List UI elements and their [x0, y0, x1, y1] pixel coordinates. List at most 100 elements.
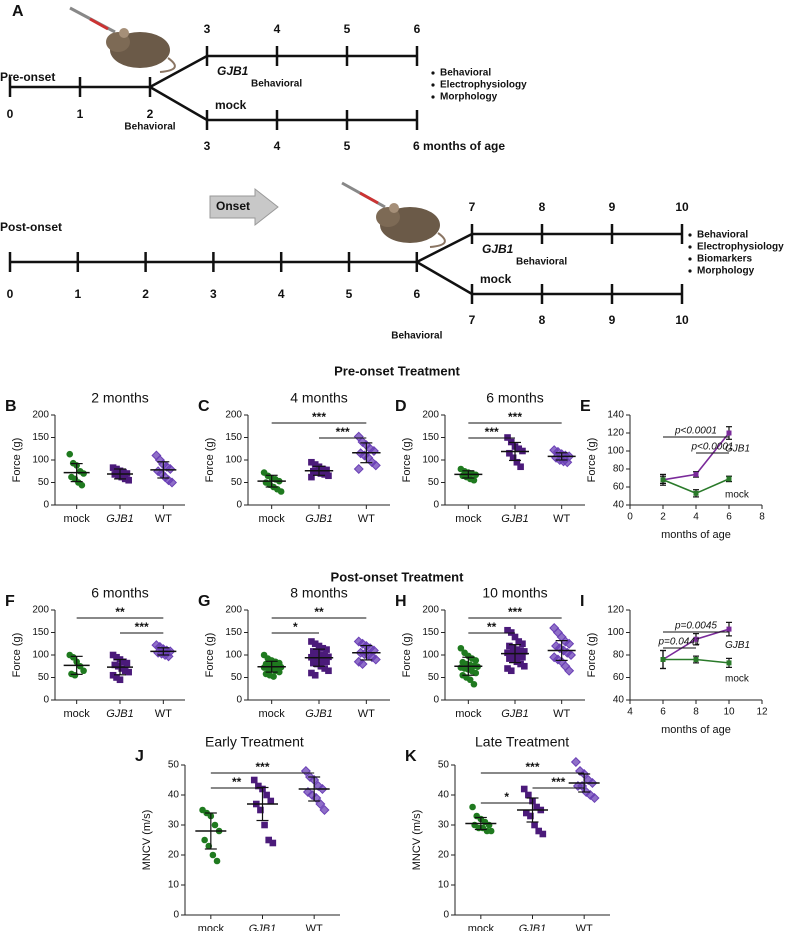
y-axis-label: MNCV (m/s)	[141, 810, 153, 871]
panel-letter: C	[198, 398, 210, 415]
data-point	[311, 461, 319, 468]
y-axis-label: Force (g)	[586, 633, 598, 678]
y-tick-label: 30	[168, 820, 180, 831]
data-point	[310, 648, 317, 655]
bullet	[431, 71, 435, 75]
onset-label: Onset	[216, 199, 250, 213]
y-tick-label: 0	[43, 695, 49, 706]
section-heading: Post-onset Treatment	[331, 569, 465, 584]
outcome: Electrophysiology	[440, 80, 527, 91]
y-tick-label: 60	[613, 482, 625, 493]
data-point	[517, 647, 524, 654]
x-tick-label: GJB1	[249, 923, 277, 931]
data-point	[457, 644, 465, 652]
panel-letter: B	[5, 398, 17, 415]
data-point	[317, 470, 325, 477]
bullet	[688, 245, 692, 249]
y-tick-label: 10	[168, 880, 180, 891]
data-point	[302, 786, 313, 798]
timeline-label: 3	[210, 287, 217, 301]
timeline-label: 2	[147, 107, 154, 121]
x-tick-label: WT	[358, 708, 375, 720]
series-label: mock	[725, 674, 750, 685]
data-point	[521, 662, 528, 670]
x-tick-label: GJB1	[305, 513, 333, 525]
data-point	[513, 646, 521, 653]
data-point	[308, 638, 315, 645]
significance-label: ***	[336, 425, 350, 439]
x-tick-label: 8	[693, 707, 699, 718]
data-point	[660, 477, 666, 483]
y-tick-label: 100	[607, 627, 624, 638]
y-tick-label: 0	[236, 695, 242, 706]
data-point	[308, 669, 315, 677]
data-point	[321, 665, 328, 672]
data-point	[109, 671, 117, 679]
x-tick-label: mock	[259, 513, 286, 525]
y-tick-label: 150	[225, 627, 242, 638]
y-axis-label: Force (g)	[204, 438, 216, 483]
y-tick-label: 30	[438, 820, 450, 831]
branch-label: GJB1	[482, 242, 514, 256]
y-tick-label: 40	[168, 790, 180, 801]
timeline-label: 7	[469, 313, 476, 327]
timeline-label: 1	[74, 287, 81, 301]
series-label: GJB1	[725, 444, 750, 455]
panel-letter: I	[580, 593, 584, 610]
y-tick-label: 200	[225, 410, 242, 421]
data-point	[469, 803, 476, 811]
data-point	[313, 780, 324, 792]
data-point	[525, 791, 532, 799]
data-point	[313, 649, 321, 657]
data-point	[120, 468, 127, 476]
comparison-label: p=0.0441	[658, 637, 701, 648]
data-point	[515, 445, 523, 453]
y-tick-label: 200	[32, 410, 49, 421]
y-tick-label: 140	[607, 410, 624, 421]
timeline-label: 6	[414, 22, 421, 36]
series-label: GJB1	[725, 640, 750, 651]
data-point	[263, 791, 270, 799]
data-point	[114, 472, 122, 480]
x-tick-label: mock	[259, 708, 286, 720]
x-tick-label: GJB1	[501, 513, 529, 525]
y-tick-label: 200	[32, 605, 49, 616]
timeline-name: Post-onset	[0, 220, 62, 234]
y-tick-label: 150	[225, 432, 242, 443]
data-point	[275, 668, 283, 676]
data-point	[509, 644, 517, 652]
y-tick-label: 80	[613, 650, 625, 661]
y-tick-label: 50	[428, 477, 440, 488]
chart-title: 2 months	[91, 390, 149, 406]
data-point	[589, 792, 600, 804]
data-point	[307, 789, 318, 801]
branch-note: Behavioral	[516, 257, 567, 268]
data-point	[515, 638, 523, 645]
data-point	[319, 804, 330, 816]
y-tick-label: 150	[422, 627, 439, 638]
chart-title: 10 months	[482, 585, 547, 601]
bullet	[688, 233, 692, 237]
data-point	[583, 774, 594, 786]
outcome: Behavioral	[440, 68, 491, 79]
data-point	[506, 449, 513, 457]
y-tick-label: 50	[168, 760, 180, 771]
timeline-label: 8	[539, 313, 546, 327]
data-point	[265, 836, 272, 844]
data-point	[310, 659, 317, 667]
data-point	[80, 470, 87, 477]
y-tick-label: 100	[225, 455, 242, 466]
data-point	[509, 656, 517, 663]
data-point	[317, 651, 325, 659]
data-point	[300, 765, 311, 777]
y-tick-label: 50	[38, 477, 50, 488]
data-point	[564, 665, 575, 676]
data-point	[519, 640, 526, 648]
y-axis-label: Force (g)	[204, 633, 216, 678]
outcome: Biomarkers	[697, 254, 752, 265]
data-point	[109, 651, 117, 659]
data-point	[313, 660, 321, 668]
y-tick-label: 50	[231, 672, 243, 683]
data-point	[165, 463, 176, 475]
